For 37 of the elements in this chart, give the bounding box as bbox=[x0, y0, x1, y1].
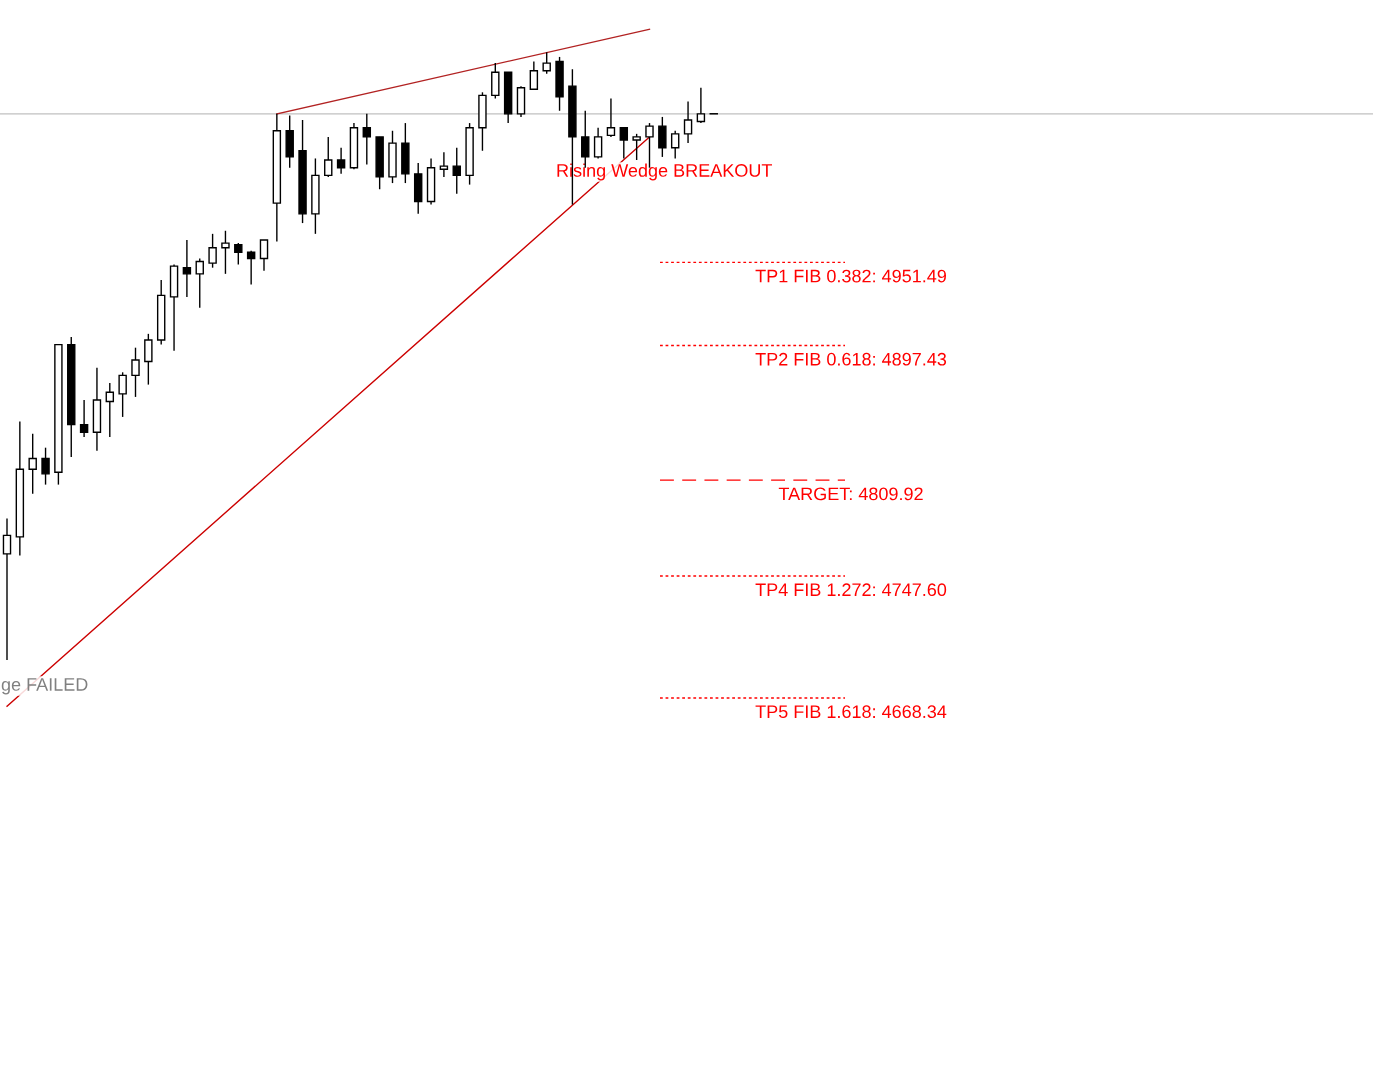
candlestick bbox=[683, 100, 693, 144]
candlestick bbox=[2, 517, 12, 661]
ref-line-label: TP1 FIB 0.382: 4951.49 bbox=[755, 269, 947, 283]
candlestick bbox=[195, 257, 204, 309]
candlestick bbox=[670, 130, 680, 160]
candlestick bbox=[606, 97, 616, 138]
candlestick bbox=[696, 86, 706, 124]
ref-line-label: TP5 FIB 1.618: 4668.34 bbox=[755, 705, 947, 719]
annotation: ge FAILED bbox=[1, 678, 88, 695]
candlestick bbox=[529, 60, 539, 90]
candlestick bbox=[208, 233, 217, 269]
candlestick bbox=[324, 136, 333, 178]
candlestick bbox=[593, 126, 603, 160]
candlestick bbox=[221, 230, 230, 275]
candlestick bbox=[131, 346, 140, 398]
ref-line-label: TP2 FIB 0.618: 4897.43 bbox=[755, 352, 947, 366]
candlestick bbox=[79, 399, 89, 438]
candlestick bbox=[259, 239, 269, 272]
ref-line-label: TP4 FIB 1.272: 4747.60 bbox=[755, 583, 947, 597]
candlestick bbox=[234, 242, 243, 266]
candlestick bbox=[182, 239, 192, 298]
candlestick bbox=[246, 250, 256, 286]
candlestick bbox=[658, 116, 667, 158]
candlestick bbox=[632, 133, 641, 161]
candlestick bbox=[105, 382, 115, 438]
candlestick bbox=[452, 146, 461, 195]
candlestick bbox=[491, 62, 500, 100]
ref-line-label: TARGET: 4809.92 bbox=[778, 487, 923, 501]
candlestick bbox=[439, 151, 449, 178]
candlestick bbox=[336, 146, 346, 175]
candlestick bbox=[144, 333, 153, 386]
candlestick bbox=[619, 126, 629, 160]
candlestick bbox=[118, 371, 127, 418]
candlestick bbox=[542, 51, 551, 75]
candlestick bbox=[41, 446, 50, 486]
candlestick bbox=[28, 433, 37, 495]
candlestick bbox=[362, 113, 372, 166]
